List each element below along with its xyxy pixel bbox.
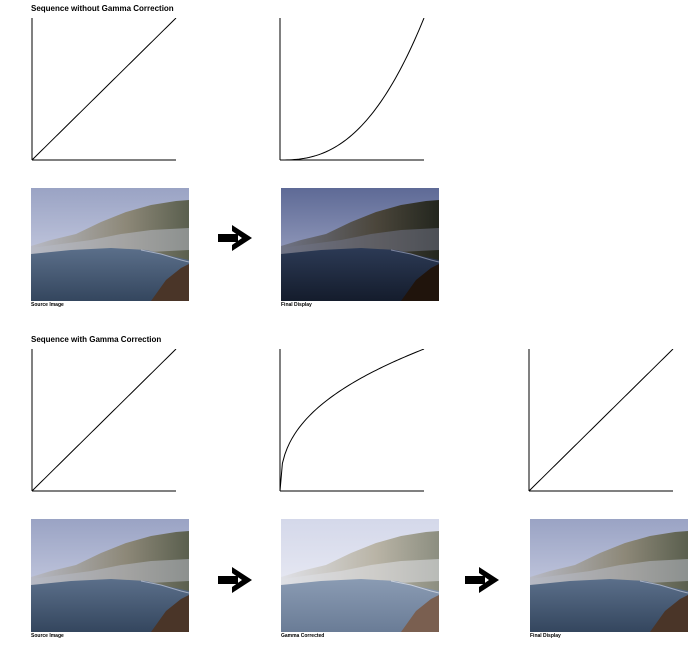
final-display-photo-2 <box>530 519 688 632</box>
source-image-photo-2 <box>31 519 189 632</box>
right-arrow-icon <box>465 567 499 593</box>
curve-graph-linear-3 <box>528 349 674 492</box>
caption-source-image: Source Image <box>31 633 64 639</box>
caption-gamma-corrected: Gamma Corrected <box>281 633 325 639</box>
landscape-photo <box>281 519 439 632</box>
gamma-corrected-photo <box>281 519 439 632</box>
caption-source-image: Source Image <box>31 302 64 308</box>
right-arrow-icon <box>218 225 252 251</box>
section-title-with-correction: Sequence with Gamma Correction <box>31 335 162 344</box>
transfer-curve-linear <box>31 18 177 161</box>
landscape-photo <box>31 188 189 301</box>
curve-graph-linear-2 <box>31 349 177 492</box>
landscape-photo <box>530 519 688 632</box>
transfer-curve-power <box>279 18 425 161</box>
curve-graph-root <box>279 349 425 492</box>
curve-graph-linear <box>31 18 177 161</box>
section-title-without-correction: Sequence without Gamma Correction <box>31 4 174 13</box>
source-image-photo <box>31 188 189 301</box>
transfer-curve-linear <box>31 349 177 492</box>
final-display-photo <box>281 188 439 301</box>
caption-final-display: Final Display <box>530 633 561 639</box>
transfer-curve-root <box>279 349 425 492</box>
caption-final-display: Final Display <box>281 302 312 308</box>
curve-graph-power <box>279 18 425 161</box>
landscape-photo <box>31 519 189 632</box>
transfer-curve-linear <box>528 349 674 492</box>
landscape-photo <box>281 188 439 301</box>
right-arrow-icon <box>218 567 252 593</box>
